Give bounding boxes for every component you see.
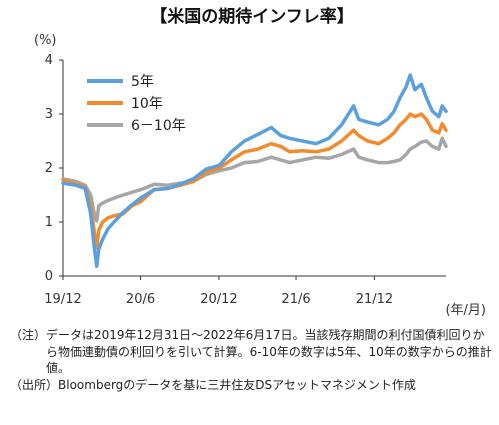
y-tick-label: 2 — [45, 161, 53, 176]
inflation-expectations-chart: 【米国の期待インフレ率】 (%) 0 1 2 3 4 19/12 20/6 20/12 21/6… — [34, 6, 486, 318]
chart-series-lines — [61, 73, 448, 269]
series-line — [61, 73, 448, 269]
legend-label: 6－10年 — [131, 118, 186, 134]
legend-label: 10年 — [131, 96, 163, 112]
footnote-source: （出所） Bloombergのデータを基に三井住友DSアセットマネジメント作成 — [10, 377, 492, 394]
footnote-note-tag: （注） — [10, 328, 47, 342]
series-line — [61, 136, 448, 223]
x-tick-label: 21/6 — [281, 292, 310, 307]
footnote-source-tag: （出所） — [10, 377, 59, 392]
y-tick-label: 1 — [45, 215, 53, 230]
y-axis-unit-label: (%) — [34, 33, 57, 48]
x-tick-label: 21/12 — [356, 292, 393, 307]
footnotes: （注） データは2019年12月31日～2022年6月17日。当該残存期間の利付… — [10, 327, 492, 393]
x-tick-label: 20/6 — [126, 292, 155, 307]
chart-axes: 0 1 2 3 4 19/12 20/6 20/12 21/6 21/12 — [44, 53, 446, 307]
series-line — [61, 112, 448, 250]
x-axis-unit-label: (年/月) — [445, 303, 486, 318]
chart-title: 【米国の期待インフレ率】 — [150, 6, 354, 27]
y-tick-label: 3 — [45, 107, 53, 122]
x-tick-label: 19/12 — [44, 292, 81, 307]
legend-label: 5年 — [131, 74, 154, 90]
footnote-note: （注） データは2019年12月31日～2022年6月17日。当該残存期間の利付… — [10, 327, 492, 377]
y-tick-label: 0 — [45, 269, 53, 284]
footnote-note-text: データは2019年12月31日～2022年6月17日。当該残存期間の利付国債利回… — [46, 328, 492, 375]
x-tick-label: 20/12 — [200, 292, 237, 307]
footnote-source-text: Bloombergのデータを基に三井住友DSアセットマネジメント作成 — [58, 377, 416, 392]
y-tick-label: 4 — [45, 53, 53, 68]
chart-legend: 5年 10年 6－10年 — [87, 74, 186, 134]
